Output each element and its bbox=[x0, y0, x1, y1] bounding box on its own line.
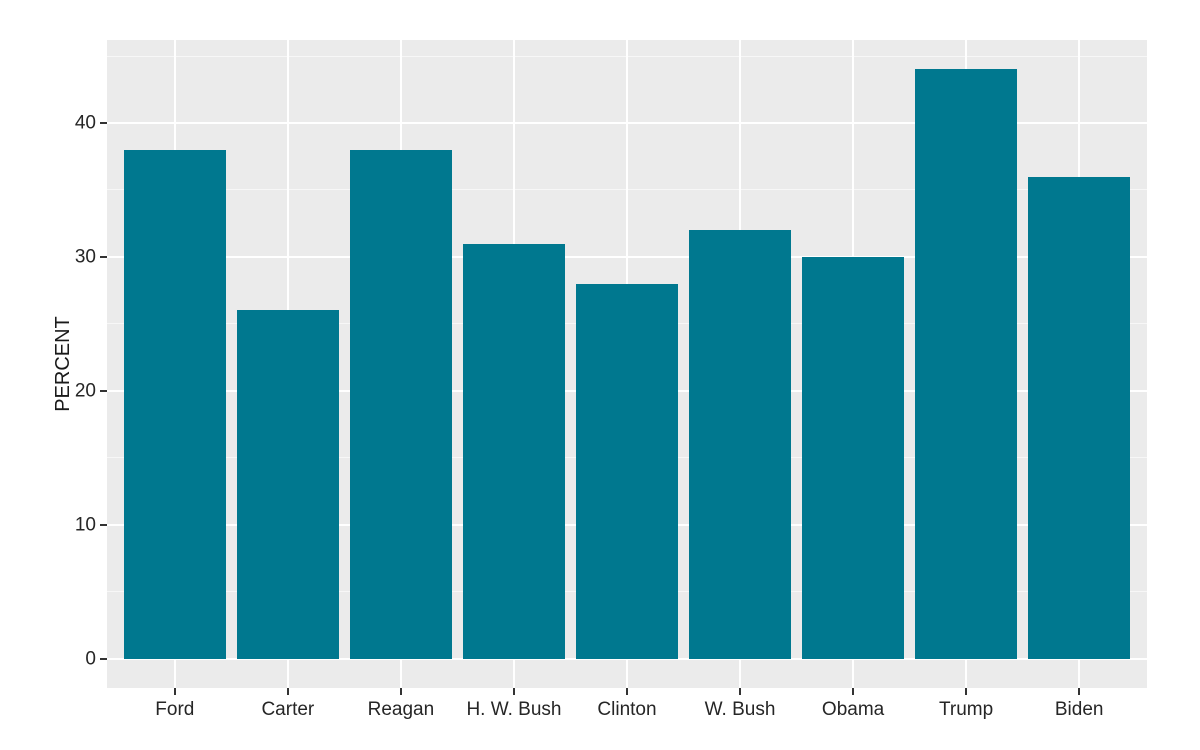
bar-reagan bbox=[350, 149, 452, 659]
bar-h-w-bush bbox=[463, 243, 565, 659]
y-tick-label: 20 bbox=[74, 380, 96, 402]
x-tick-mark bbox=[173, 688, 176, 695]
bar-carter bbox=[237, 310, 339, 659]
bar-biden bbox=[1028, 176, 1131, 659]
x-tick-label: Reagan bbox=[367, 699, 435, 720]
x-tick-label: Obama bbox=[821, 699, 885, 720]
y-tick-mark bbox=[100, 657, 107, 660]
x-tick-label: Carter bbox=[261, 699, 315, 720]
y-tick-mark bbox=[100, 255, 107, 258]
y-tick-mark bbox=[100, 523, 107, 526]
y-tick-mark bbox=[100, 389, 107, 392]
y-tick-label: 30 bbox=[74, 246, 96, 268]
bar-trump bbox=[915, 69, 1017, 659]
x-tick-mark bbox=[1078, 688, 1081, 695]
x-tick-mark bbox=[512, 688, 515, 695]
x-tick-label: W. Bush bbox=[704, 699, 776, 720]
bar-w-bush bbox=[689, 230, 791, 659]
x-tick-label: Trump bbox=[939, 699, 994, 720]
x-tick-mark bbox=[965, 688, 968, 695]
x-tick-mark bbox=[286, 688, 289, 695]
bar-clinton bbox=[576, 283, 678, 659]
y-tick-label: 10 bbox=[74, 514, 96, 536]
y-tick-mark bbox=[100, 122, 107, 124]
x-tick-mark bbox=[626, 688, 628, 695]
x-tick-label: Clinton bbox=[597, 699, 657, 720]
x-tick-mark bbox=[852, 688, 855, 695]
bar-obama bbox=[802, 256, 904, 659]
x-tick-mark bbox=[739, 688, 742, 695]
y-tick-label: 0 bbox=[85, 648, 96, 670]
x-tick-label: Ford bbox=[155, 699, 195, 720]
plot-panel bbox=[107, 40, 1147, 688]
y-tick-label: 40 bbox=[74, 112, 96, 134]
x-tick-label: H. W. Bush bbox=[466, 699, 562, 720]
x-tick-label: Biden bbox=[1054, 699, 1104, 720]
x-tick-mark bbox=[399, 688, 402, 695]
bar-ford bbox=[123, 149, 226, 659]
